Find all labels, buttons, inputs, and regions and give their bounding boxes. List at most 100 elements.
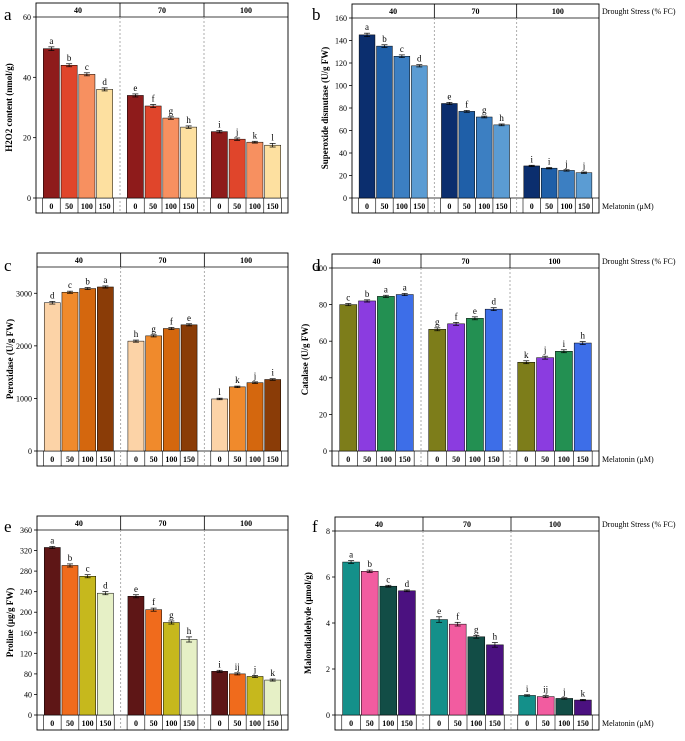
bar (61, 291, 79, 452)
bar (145, 335, 162, 452)
bar (411, 65, 428, 199)
bar (97, 592, 114, 716)
melatonin-dose-label: 150 (488, 455, 500, 464)
significance-letter: e (473, 306, 477, 316)
melatonin-dose-label: 150 (489, 719, 501, 728)
melatonin-dose-label: 150 (413, 202, 425, 211)
significance-letter: j (253, 371, 257, 381)
y-axis-label: Malondialdehyde (μmol/g) (303, 572, 313, 674)
bar (163, 622, 180, 716)
significance-letter: g (169, 106, 174, 116)
significance-letter: g (169, 610, 174, 620)
bar (536, 696, 555, 716)
bar (395, 294, 414, 452)
bar (61, 565, 79, 716)
drought-stress-label: Drought Stress (% FC) (602, 520, 676, 529)
melatonin-dose-label: 50 (150, 455, 158, 464)
bar (467, 636, 486, 716)
significance-letter: c (346, 293, 350, 303)
bar (43, 48, 60, 199)
melatonin-dose-label: 0 (133, 202, 137, 211)
y-tick-label: 1000 (16, 394, 32, 403)
drought-level-label: 70 (158, 6, 166, 15)
y-tick-label: 80 (24, 670, 32, 679)
melatonin-dose-label: 50 (66, 719, 74, 728)
drought-stress-label: Drought Stress (% FC) (602, 7, 676, 16)
y-tick-label: 360 (20, 526, 32, 535)
drought-level-label: 70 (159, 519, 167, 528)
melatonin-dose-label: 0 (349, 719, 353, 728)
y-tick-label: 160 (335, 14, 347, 23)
panel-letter: d (312, 256, 321, 275)
melatonin-dose-label: 50 (545, 202, 553, 211)
drought-level-label: 100 (549, 257, 561, 266)
significance-letter: d (417, 54, 422, 64)
significance-letter: b (67, 53, 72, 63)
panel-letter: c (4, 256, 12, 275)
significance-letter: b (367, 559, 372, 569)
bar (264, 679, 282, 716)
melatonin-dose-label: 150 (496, 202, 508, 211)
significance-letter: d (102, 77, 107, 87)
melatonin-dose-label: 0 (530, 202, 534, 211)
y-tick-label: 0 (27, 194, 31, 203)
bar (393, 56, 411, 199)
y-tick-label: 100 (315, 264, 327, 273)
significance-letter: ij (235, 662, 240, 672)
melatonin-dose-label: 100 (478, 202, 490, 211)
bar (398, 590, 416, 716)
melatonin-dose-label: 0 (435, 455, 439, 464)
y-axis-label: Catalase (U/g FW) (300, 324, 310, 396)
bar (180, 324, 198, 452)
bar (43, 302, 61, 452)
significance-letter: g (474, 624, 479, 634)
y-axis-label: Peroxidase (U/g FW) (5, 319, 15, 399)
melatonin-dose-label: 50 (233, 455, 241, 464)
bar (379, 585, 398, 716)
drought-level-label: 70 (463, 520, 471, 529)
significance-letter: l (271, 132, 274, 142)
melatonin-dose-label: 50 (366, 719, 374, 728)
melatonin-dose-label: 100 (380, 455, 392, 464)
significance-letter: b (365, 289, 370, 299)
panel-letter: e (4, 517, 12, 536)
drought-level-label: 40 (389, 7, 397, 16)
melatonin-dose-label: 100 (558, 719, 570, 728)
bar (246, 676, 264, 716)
y-tick-label: 100 (335, 82, 347, 91)
melatonin-dose-label: 100 (558, 455, 570, 464)
melatonin-dose-label: 150 (578, 202, 590, 211)
significance-letter: g (482, 105, 487, 115)
melatonin-dose-label: 50 (541, 455, 549, 464)
y-tick-label: 0 (28, 711, 32, 720)
bar (518, 695, 536, 716)
panel-letter: b (312, 5, 321, 24)
significance-letter: e (134, 584, 138, 594)
melatonin-dose-label: 150 (399, 455, 411, 464)
melatonin-dose-label: 150 (183, 719, 195, 728)
melatonin-dose-label: 100 (82, 455, 94, 464)
drought-level-label: 40 (75, 519, 83, 528)
melatonin-dose-label: 0 (49, 202, 53, 211)
melatonin-dose-label: 0 (50, 719, 54, 728)
bar (517, 361, 536, 452)
bar (127, 596, 145, 716)
y-tick-label: 120 (335, 59, 347, 68)
bar (180, 639, 198, 716)
melatonin-dose-label: 0 (134, 455, 138, 464)
bar (264, 379, 282, 452)
bar (162, 117, 180, 199)
bar (246, 382, 264, 452)
bar (555, 698, 574, 716)
significance-letter: i (218, 659, 221, 669)
bar (448, 623, 467, 716)
significance-letter: e (187, 313, 191, 323)
significance-letter: i (530, 154, 533, 164)
y-tick-label: 20 (23, 134, 31, 143)
significance-letter: i (563, 339, 566, 349)
bar (358, 34, 376, 199)
melatonin-dose-label: 100 (396, 202, 408, 211)
y-tick-label: 0 (326, 711, 330, 720)
y-tick-label: 120 (20, 649, 32, 658)
